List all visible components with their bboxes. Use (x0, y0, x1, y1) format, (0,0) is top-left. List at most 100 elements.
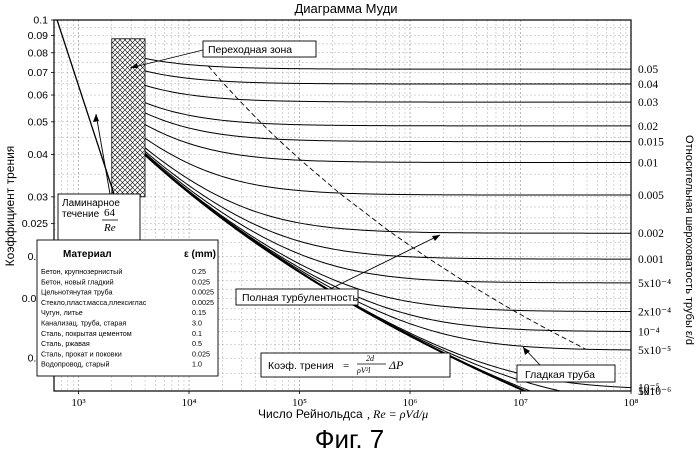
plot-frame (53, 19, 632, 392)
material-eps: 1.0 (192, 360, 202, 369)
roughness-label: 0.015 (638, 137, 664, 149)
roughness-label: 0.04 (638, 79, 658, 91)
material-name: Сталь, покрытая цементом (41, 329, 132, 338)
y-tick-label: 0.03 (28, 191, 49, 203)
x-tick-label: 10⁴ (182, 397, 197, 409)
roughness-label: 2x10⁻⁴ (638, 307, 671, 319)
material-eps: 0.025 (192, 349, 210, 358)
laminar-arrow (95, 113, 111, 195)
complete-turbulence-line (207, 65, 586, 350)
full-turbulence-label: Полная турбулентность (242, 292, 358, 304)
y-tick-label: 0.08 (28, 47, 49, 59)
y-tick-label: 0.04 (28, 149, 49, 161)
roughness-label: 5x10⁻⁴ (638, 278, 671, 290)
x-axis-label: Число Рейнольдса (258, 407, 363, 421)
y-tick-label: 0.06 (28, 90, 49, 102)
roughness-label: 0.03 (638, 97, 658, 109)
roughness-label: 0.002 (638, 228, 664, 240)
x-tick-label: 10³ (71, 397, 86, 409)
laminar-num: 64 (104, 207, 116, 219)
roughness-curve (144, 70, 631, 85)
roughness-label: 5x10⁻⁵ (638, 345, 671, 357)
material-name: Канализац. труба, старая (41, 319, 126, 328)
full-turbulence-box (235, 288, 359, 306)
eps-header: ε (mm) (184, 249, 216, 260)
roughness-curve (144, 84, 631, 103)
material-eps: 0.0025 (192, 298, 214, 307)
material-name: Стекло,пласт.масса,плексиглас (41, 298, 147, 307)
roughness-curve (144, 112, 631, 143)
smooth-pipe-arrowhead (523, 347, 530, 355)
x-tick-label: 10⁵ (292, 397, 307, 409)
material-eps: 0.5 (192, 339, 202, 348)
friction-formula-num: 2d (366, 354, 375, 363)
roughness-label: 0.01 (638, 157, 658, 169)
material-eps: 0.1 (192, 329, 202, 338)
roughness-label: 0.02 (638, 121, 658, 133)
transition-arrow (129, 49, 204, 69)
moody-diagram: Диаграмма Муди 0.10.090.080.070.060.050.… (3, 1, 695, 421)
x-tick-label: 10⁸ (624, 397, 639, 409)
x-tick-label: 10⁷ (513, 397, 528, 409)
y-tick-label: 0.1 (33, 15, 48, 27)
roughness-curve (144, 124, 631, 163)
x-axis-label-formula: , Re = ρVd/μ (367, 407, 428, 421)
curves (56, 20, 631, 391)
transition-arrowhead (130, 63, 138, 68)
roughness-curve (144, 137, 631, 196)
laminar-annotation: Ламинарное течение 64 Re (57, 113, 141, 241)
material-table: Материал ε (mm) Бетон, крупнозернистый 0.… (36, 239, 219, 377)
roughness-curve (144, 102, 631, 127)
material-name: Бетон, новый гладкий (41, 277, 114, 286)
smooth-pipe-curve (144, 154, 528, 391)
laminar-box (57, 193, 141, 241)
friction-formula-den: ρV²l (356, 366, 371, 375)
material-eps: 0.025 (192, 277, 210, 286)
friction-formula: Коэф. трения = 2d ρV²l ΔP (260, 352, 451, 378)
roughness-curve (144, 152, 631, 284)
material-name: Водопровод, старый (41, 360, 109, 369)
laminar-den: Re (103, 222, 116, 234)
roughness-label: 0.05 (638, 64, 658, 76)
transition-annotation: Переходная зона (129, 40, 317, 69)
material-eps: 0.0025 (192, 288, 214, 297)
figure-caption: Фиг. 7 (314, 424, 385, 454)
roughness-label: 0.001 (638, 254, 664, 266)
y-axis-label: Коэффициент трения (3, 146, 17, 267)
material-eps: 0.15 (192, 308, 206, 317)
full-turbulence-arrowhead (432, 235, 440, 241)
transition-zone (111, 38, 146, 198)
transition-box (202, 40, 317, 58)
roughness-label: 0.005 (638, 190, 664, 202)
friction-formula-eq: = (343, 360, 349, 372)
transition-label: Переходная зона (208, 44, 292, 56)
smooth-pipe-label: Гладкая труба (525, 369, 595, 381)
smooth-pipe-box (516, 364, 616, 383)
roughness-curve (144, 147, 631, 234)
full-turbulence-annotation: Полная турбулентность (235, 234, 441, 306)
material-name: Сталь, ржавая (41, 339, 90, 348)
material-header: Материал (63, 249, 112, 260)
material-name: Цельнотянутая труба (41, 288, 113, 297)
friction-formula-label: Коэф. трения (268, 360, 334, 372)
full-turbulence-arrow (329, 234, 441, 290)
material-name: Бетон, крупнозернистый (41, 267, 122, 276)
material-eps: 0.25 (192, 267, 206, 276)
material-name: Сталь, прокат и поковки (41, 349, 122, 358)
material-eps: 3.0 (192, 319, 202, 328)
y2-axis-label: Относительная шероховатость трубы ε/d (683, 135, 695, 345)
roughness-labels: 0.05 0.04 0.03 0.02 0.015 0.01 0.005 0.002 0.001… (638, 64, 671, 398)
y-tick-label: 0.025 (22, 218, 48, 230)
x-tick-labels: 10³ 10⁴ 10⁵ 10⁶ 10⁷ 10⁸ (71, 391, 639, 409)
y-tick-label: 0.05 (28, 116, 49, 128)
roughness-label: 10⁻⁵ (638, 383, 660, 395)
roughness-label: 10⁻⁴ (638, 326, 660, 338)
laminar-arrowhead (93, 114, 99, 122)
roughness-label: 10⁻⁶ (638, 386, 660, 398)
laminar-line1: Ламинарное (62, 198, 120, 209)
roughness-label: 5x10⁻⁶ (638, 386, 671, 398)
y-tick-label: 0.09 (28, 30, 49, 42)
chart-title: Диаграмма Муди (294, 1, 397, 16)
x-tick-label: 10⁶ (403, 397, 418, 409)
smooth-pipe-annotation: Гладкая труба (516, 346, 616, 383)
